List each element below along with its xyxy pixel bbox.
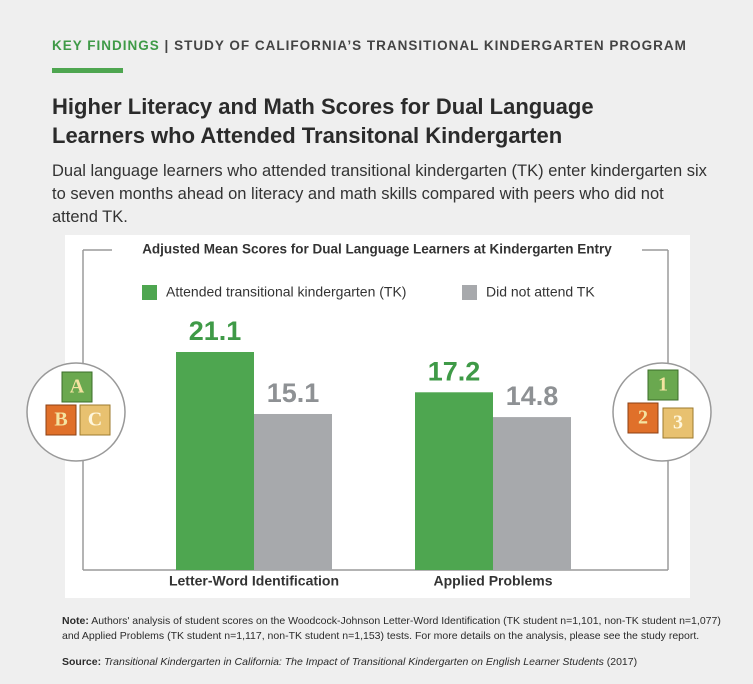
block-letter: A xyxy=(70,376,85,398)
note-label: Note: xyxy=(62,615,89,627)
source-title: Transitional Kindergarten in California:… xyxy=(104,656,604,668)
x-tick-label: Letter-Word Identification xyxy=(169,573,339,589)
x-tick-label: Applied Problems xyxy=(433,573,552,589)
block xyxy=(647,369,679,401)
source: Source: Transitional Kindergarten in Cal… xyxy=(62,656,732,668)
legend-swatch xyxy=(142,285,157,300)
block-letter: C xyxy=(88,409,102,431)
note: Note: Authors' analysis of student score… xyxy=(62,614,732,644)
value-label: 21.1 xyxy=(189,316,242,346)
bar xyxy=(176,352,254,570)
block xyxy=(79,404,111,436)
legend-swatch xyxy=(462,285,477,300)
source-label: Source: xyxy=(62,656,102,668)
block xyxy=(662,407,694,439)
block xyxy=(45,404,77,436)
blocks-icon-right: 1 2 3 xyxy=(612,362,712,462)
block-letter: 3 xyxy=(673,412,683,434)
legend-label: Attended transitional kindergarten (TK) xyxy=(166,284,406,300)
value-label: 17.2 xyxy=(428,356,481,386)
header-label: KEY FINDINGS xyxy=(52,38,160,53)
block-letter: B xyxy=(54,409,67,431)
chart-title: Adjusted Mean Scores for Dual Language L… xyxy=(142,242,612,257)
block xyxy=(627,402,659,434)
note-text: Authors' analysis of student scores on t… xyxy=(62,615,721,642)
block-letter: 1 xyxy=(658,374,668,396)
blocks-icon-left: A B C xyxy=(26,362,126,462)
block-letter: 2 xyxy=(638,407,648,429)
chart-panel xyxy=(65,235,690,598)
value-label: 14.8 xyxy=(506,381,559,411)
bar xyxy=(254,413,332,570)
header-rule xyxy=(52,68,123,73)
block xyxy=(61,371,93,403)
header-subtitle: STUDY OF CALIFORNIA’S TRANSITIONAL KINDE… xyxy=(174,38,687,53)
legend-label: Did not attend TK xyxy=(486,284,595,300)
source-year: (2017) xyxy=(606,656,638,668)
description: Dual language learners who attended tran… xyxy=(52,162,707,226)
bar xyxy=(415,392,493,570)
header-separator: | xyxy=(164,38,170,53)
chart: Adjusted Mean Scores for Dual Language L… xyxy=(26,235,712,598)
bar xyxy=(493,417,571,570)
value-label: 15.1 xyxy=(267,378,320,408)
header: KEY FINDINGS | STUDY OF CALIFORNIA’S TRA… xyxy=(52,38,687,53)
title: Higher Literacy and Math Scores for Dual… xyxy=(52,94,594,148)
